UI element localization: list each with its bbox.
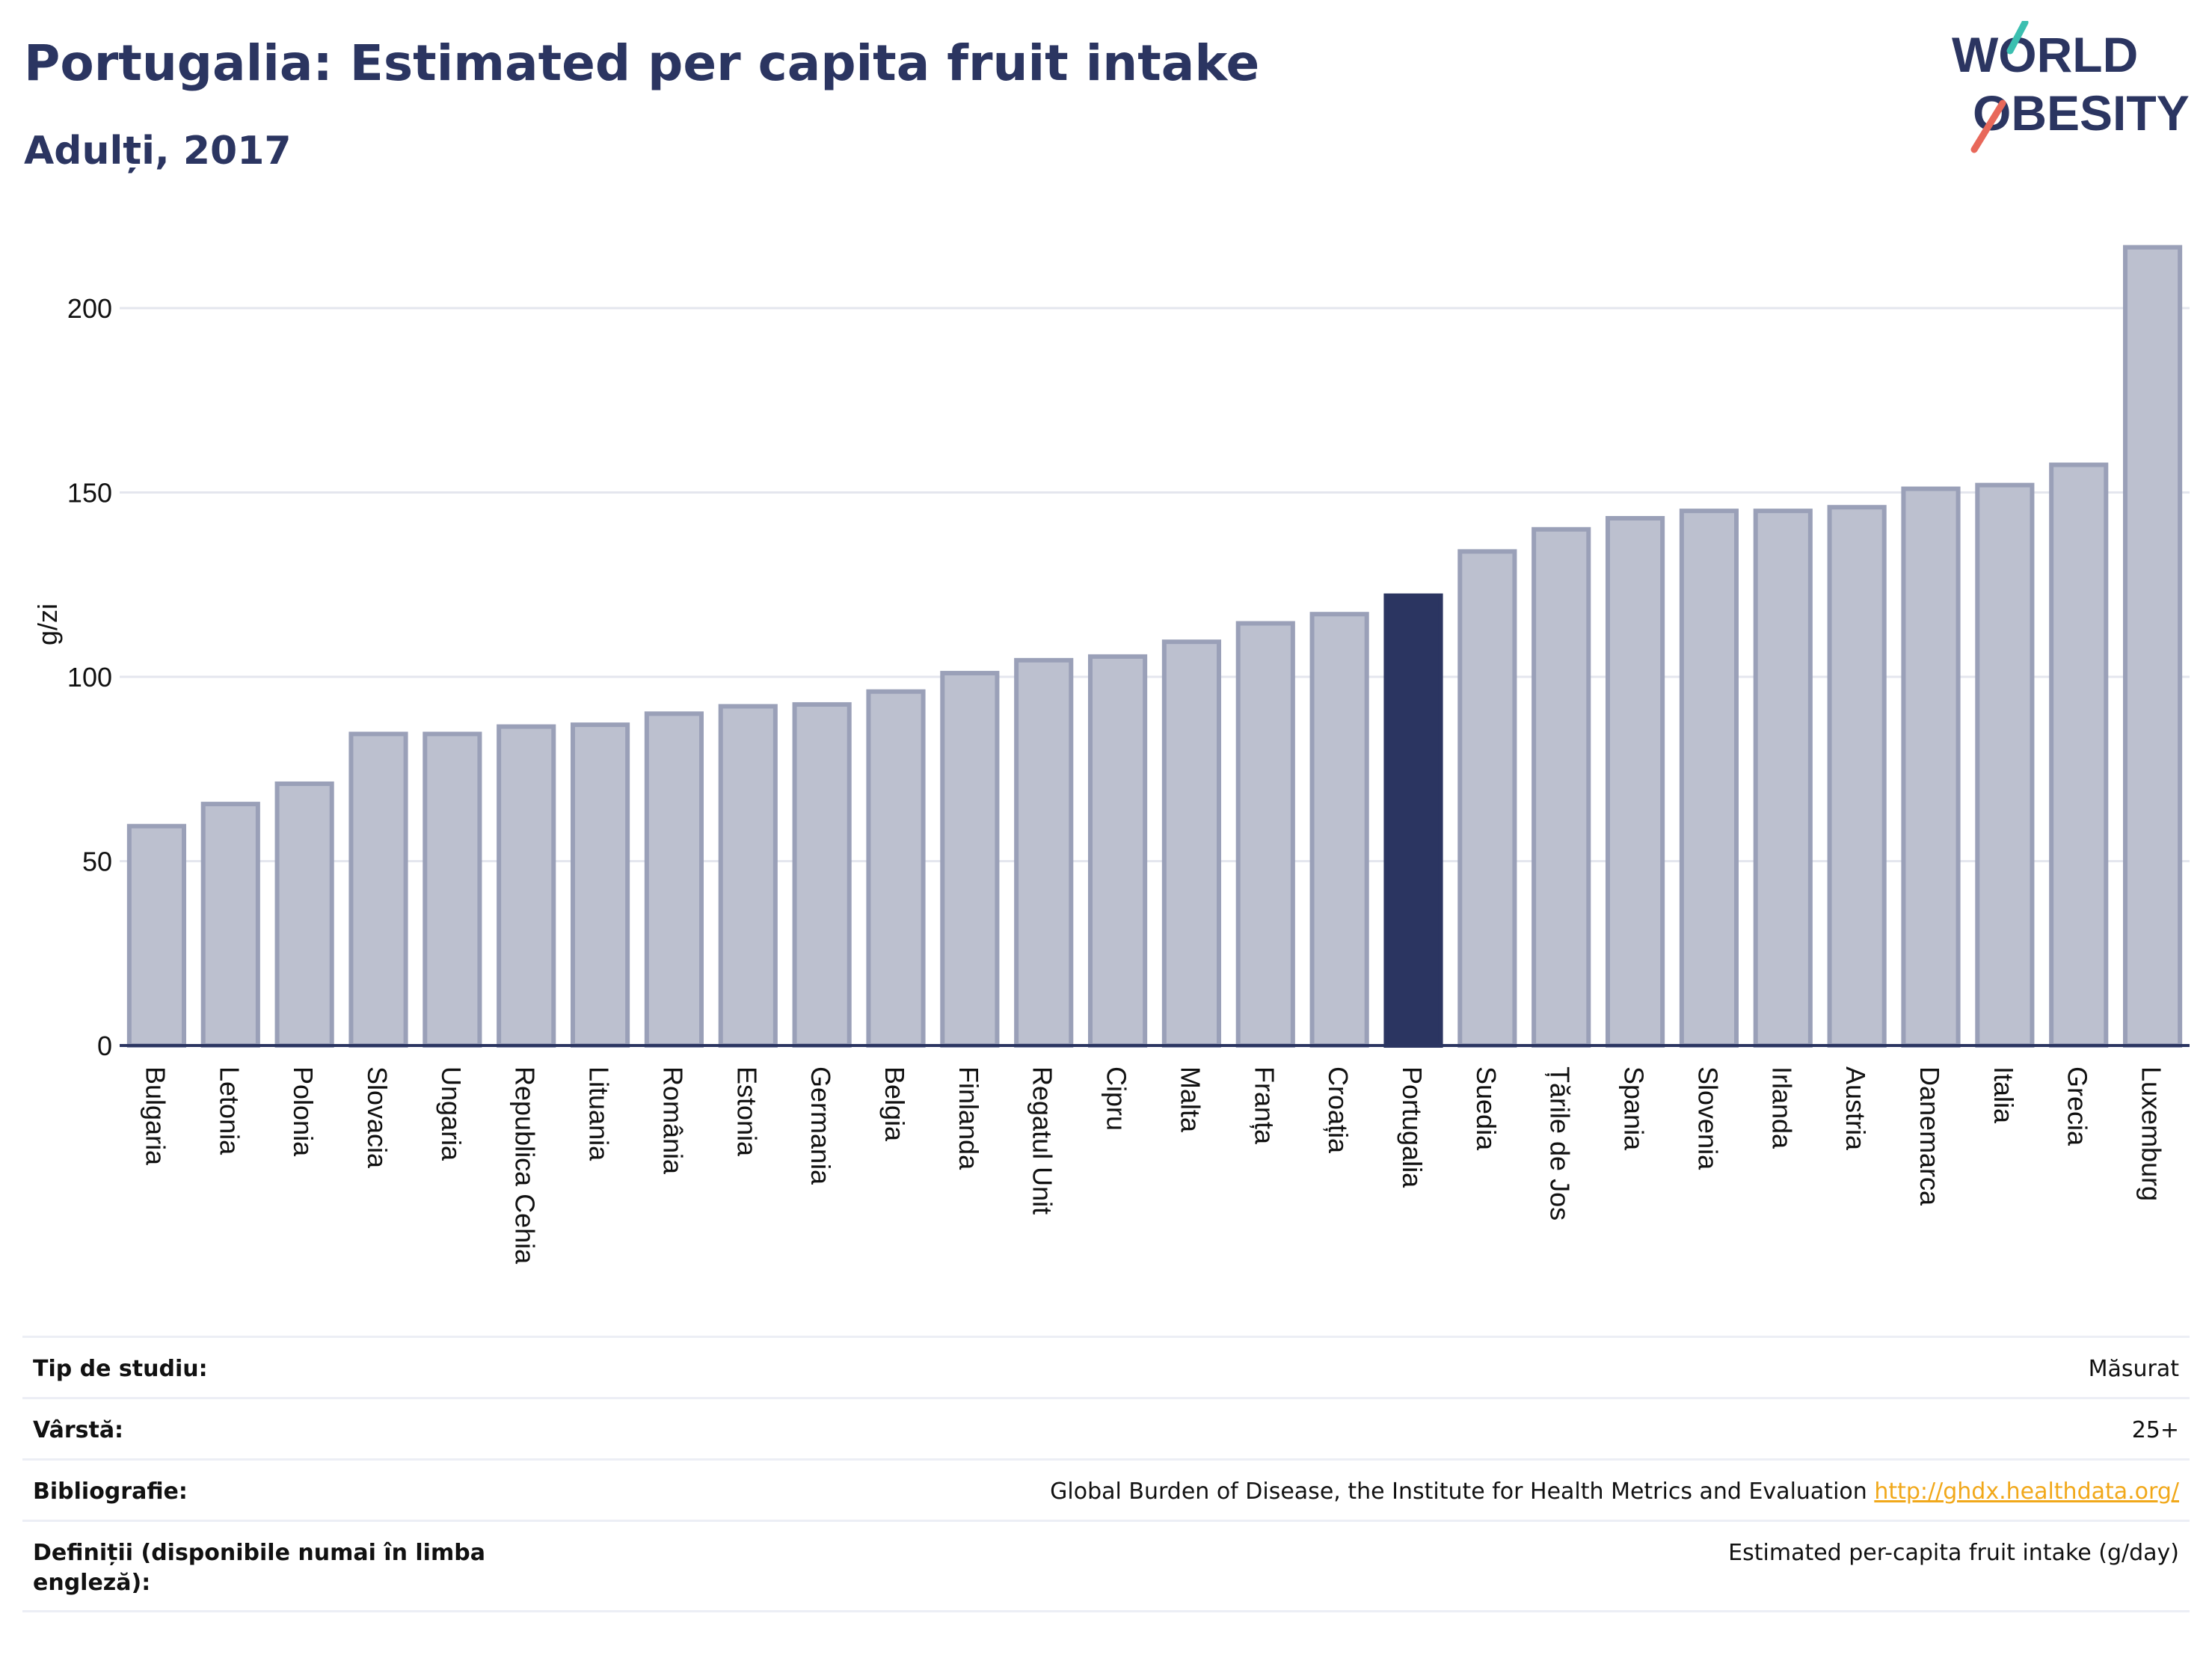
bars — [126, 245, 2183, 1048]
bar-republica-cehia[interactable] — [497, 724, 556, 1048]
x-tick-label: Polonia — [288, 1066, 319, 1157]
bar-finlanda[interactable] — [940, 671, 1000, 1048]
x-tick-label: Lituania — [584, 1066, 615, 1161]
info-value: Estimated per-capita fruit intake (g/day… — [1728, 1540, 2179, 1566]
x-tick-label: Spania — [1619, 1066, 1650, 1151]
bar-regatul-unit[interactable] — [1014, 657, 1074, 1048]
bar-austria[interactable] — [1827, 505, 1887, 1048]
bar-chart: 0 50 100 150 200 Bulgaria Letonia Polonia Slovac… — [32, 245, 2190, 1265]
y-tick-label: 0 — [97, 1031, 112, 1061]
bar-malta[interactable] — [1161, 639, 1222, 1048]
info-value: Global Burden of Disease, the Institute … — [1050, 1479, 2179, 1505]
info-row: Bibliografie: Global Burden of Disease, t… — [22, 1458, 2190, 1520]
info-label: Vârstă: — [33, 1417, 124, 1443]
info-value: 25+ — [2131, 1417, 2179, 1443]
bar-polonia[interactable] — [274, 781, 334, 1048]
info-label: Bibliografie: — [33, 1479, 188, 1505]
x-tick-label: Belgia — [879, 1066, 910, 1142]
info-value: Măsurat — [2088, 1356, 2179, 1382]
bar-franța[interactable] — [1235, 621, 1295, 1048]
x-tick-label: Italia — [1988, 1066, 2019, 1124]
bar-românia[interactable] — [644, 711, 704, 1048]
bar-ungaria[interactable] — [423, 731, 482, 1048]
x-tick-label: România — [657, 1066, 688, 1175]
x-tick-label: Estonia — [731, 1066, 762, 1157]
bar-lituania[interactable] — [570, 722, 630, 1048]
logo-line1: WORLD — [1952, 27, 2138, 82]
bar-grecia[interactable] — [2049, 462, 2109, 1048]
bar-portugalia[interactable] — [1383, 593, 1443, 1048]
bar-slovenia[interactable] — [1679, 509, 1739, 1048]
logo-slash-teal — [2006, 21, 2029, 55]
bar-luxemburg[interactable] — [2122, 245, 2183, 1048]
info-row: Tip de studiu: Măsurat — [22, 1336, 2190, 1397]
x-tick-label: Germania — [805, 1066, 836, 1185]
page-subtitle: Adulți, 2017 — [24, 129, 292, 174]
x-tick-label: Grecia — [2062, 1066, 2093, 1146]
x-tick-label: Luxemburg — [2136, 1066, 2167, 1201]
x-tick-label: Malta — [1175, 1066, 1205, 1133]
x-tick-label: Portugalia — [1397, 1066, 1428, 1188]
bar-italia[interactable] — [1975, 482, 2035, 1048]
bar-estonia[interactable] — [718, 704, 778, 1048]
x-tick-label: Franța — [1249, 1066, 1279, 1145]
x-tick-label: Slovacia — [362, 1066, 393, 1169]
bar-germania[interactable] — [792, 701, 852, 1048]
x-tick-label: Austria — [1840, 1066, 1871, 1151]
x-tick-label: Regatul Unit — [1027, 1066, 1058, 1215]
y-tick-label: 200 — [67, 293, 112, 324]
x-tick-label: Irlanda — [1766, 1066, 1797, 1149]
x-tick-label: Croația — [1323, 1066, 1354, 1154]
bar-spania[interactable] — [1605, 516, 1665, 1048]
info-label: Tip de studiu: — [33, 1356, 208, 1382]
bar-croația[interactable] — [1309, 612, 1369, 1048]
x-tick-label: Suedia — [1471, 1066, 1502, 1151]
x-tick-label: Bulgaria — [140, 1066, 170, 1166]
y-tick-label: 100 — [67, 662, 112, 693]
x-tick-label: Cipru — [1102, 1066, 1132, 1131]
x-tick-label: Letonia — [214, 1066, 245, 1155]
info-row: Definiții (disponibile numai în limba en… — [22, 1520, 2190, 1612]
info-table: Tip de studiu: Măsurat Vârstă: 25+ Bibliogra… — [22, 1336, 2190, 1612]
x-tick-label: Finlanda — [953, 1066, 984, 1170]
logo-line2: OBESITY — [1973, 85, 2190, 141]
bar-letonia[interactable] — [200, 802, 260, 1048]
x-tick-label: Danemarca — [1914, 1066, 1945, 1206]
info-label: Definiții (disponibile numai în limba en… — [33, 1540, 485, 1596]
x-tick-label: Ungaria — [436, 1066, 467, 1161]
bar-bulgaria[interactable] — [126, 823, 187, 1048]
bar-cipru[interactable] — [1087, 654, 1148, 1048]
page-title: Portugalia: Estimated per capita fruit i… — [24, 34, 1260, 92]
bar-belgia[interactable] — [866, 689, 926, 1048]
bar-țările-de-jos[interactable] — [1531, 526, 1591, 1048]
x-tick-label: Slovenia — [1692, 1066, 1723, 1170]
logo-slash-red — [1970, 99, 2006, 153]
y-tick-label: 150 — [67, 478, 112, 509]
bar-suedia[interactable] — [1457, 549, 1517, 1048]
bar-danemarca[interactable] — [1901, 486, 1961, 1048]
axes: 0 50 100 150 200 Bulgaria Letonia Polonia Slovac… — [67, 293, 2190, 1265]
x-tick-label: Țările de Jos — [1545, 1066, 1576, 1220]
bar-slovacia[interactable] — [348, 731, 408, 1048]
y-axis-label: g/zi — [32, 604, 63, 645]
bar-irlanda[interactable] — [1753, 509, 1813, 1048]
source-link[interactable]: http://ghdx.healthdata.org/ — [1874, 1479, 2179, 1505]
world-obesity-logo: WORLD OBESITY — [1952, 21, 2190, 153]
info-row: Vârstă: 25+ — [22, 1397, 2190, 1458]
y-tick-label: 50 — [82, 847, 112, 877]
x-tick-label: Republica Cehia — [510, 1066, 541, 1265]
